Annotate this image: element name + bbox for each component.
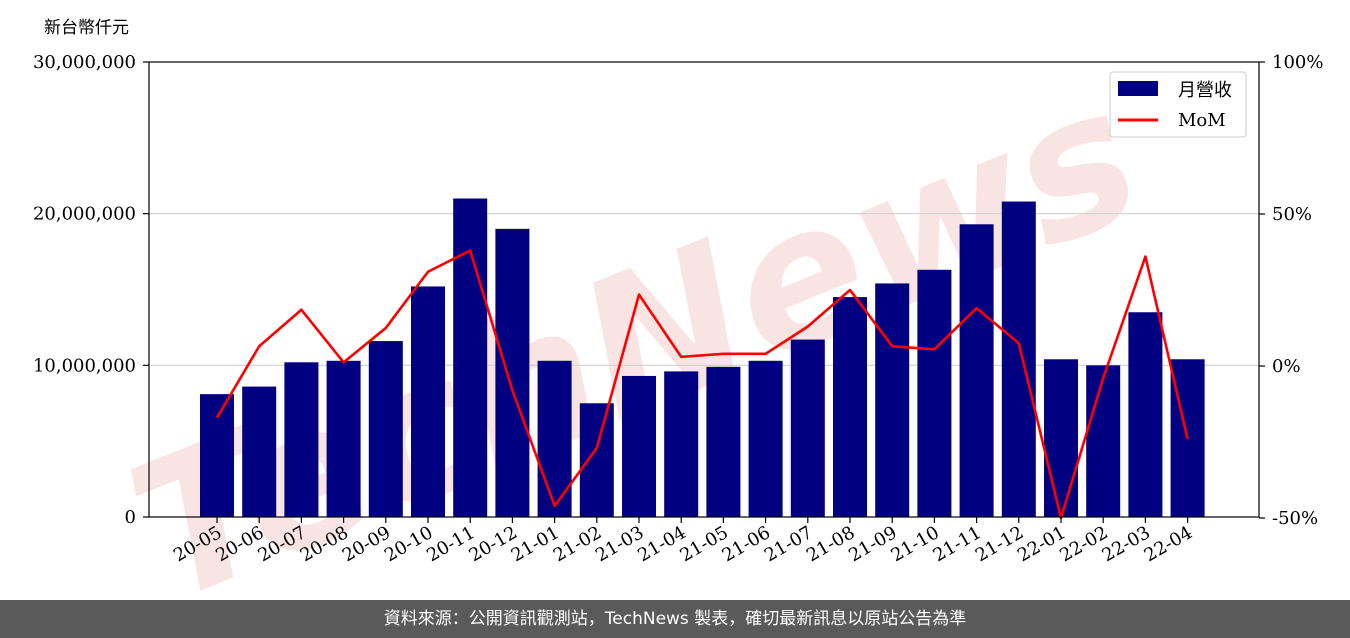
x-tick-label: 22-04 xyxy=(1141,522,1196,566)
left-tick-label: 20,000,000 xyxy=(33,204,136,225)
bar xyxy=(200,394,234,517)
bar xyxy=(368,341,403,517)
bar xyxy=(790,339,825,517)
footer-source-note: 資料來源：公開資訊觀測站，TechNews 製表，確切最新訊息以原站公告為準 xyxy=(0,600,1350,638)
bar xyxy=(537,360,572,517)
right-tick-label: 50% xyxy=(1272,204,1312,225)
bar xyxy=(706,366,741,517)
bar xyxy=(284,362,319,517)
plot-frame xyxy=(148,61,1260,518)
legend-bar-label: 月營收 xyxy=(1178,80,1232,101)
bar xyxy=(1086,365,1121,517)
chart: TechNews 010,000,00020,000,00030,000,000… xyxy=(33,18,1324,600)
bar xyxy=(1128,312,1163,517)
bar xyxy=(495,228,530,518)
bar xyxy=(622,375,656,517)
mom-line xyxy=(215,249,1189,520)
bar xyxy=(1001,201,1036,518)
bar xyxy=(1044,359,1078,517)
right-tick-label: 0% xyxy=(1272,356,1301,377)
line-series xyxy=(215,249,1189,520)
right-tick-label: -50% xyxy=(1272,508,1318,529)
bar xyxy=(917,269,952,517)
left-tick-label: 0 xyxy=(125,507,136,528)
left-axis: 0 10,000,000 20,000,000 30,000,000 xyxy=(33,52,149,528)
legend: 月營收 MoM xyxy=(1109,71,1247,138)
bar-series xyxy=(200,198,1205,518)
bar xyxy=(833,297,867,517)
bar xyxy=(959,224,994,518)
bar xyxy=(748,360,783,517)
left-tick-label: 30,000,000 xyxy=(33,52,136,73)
left-tick-label: 10,000,000 xyxy=(33,355,136,376)
bar xyxy=(242,386,277,517)
bar xyxy=(875,283,910,517)
bar xyxy=(664,371,699,517)
right-axis: -50% 0% 50% 100% xyxy=(1259,52,1323,529)
bar xyxy=(411,286,445,517)
bar xyxy=(453,198,488,517)
bar xyxy=(579,403,614,517)
y-axis-label: 新台幣仟元 xyxy=(44,18,129,38)
legend-bar-swatch xyxy=(1118,81,1158,96)
right-tick-label: 100% xyxy=(1272,52,1323,73)
legend-line-label: MoM xyxy=(1178,110,1226,131)
bar xyxy=(326,360,361,517)
